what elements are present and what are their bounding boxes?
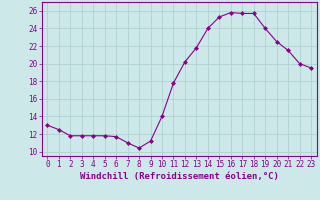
X-axis label: Windchill (Refroidissement éolien,°C): Windchill (Refroidissement éolien,°C) bbox=[80, 172, 279, 181]
